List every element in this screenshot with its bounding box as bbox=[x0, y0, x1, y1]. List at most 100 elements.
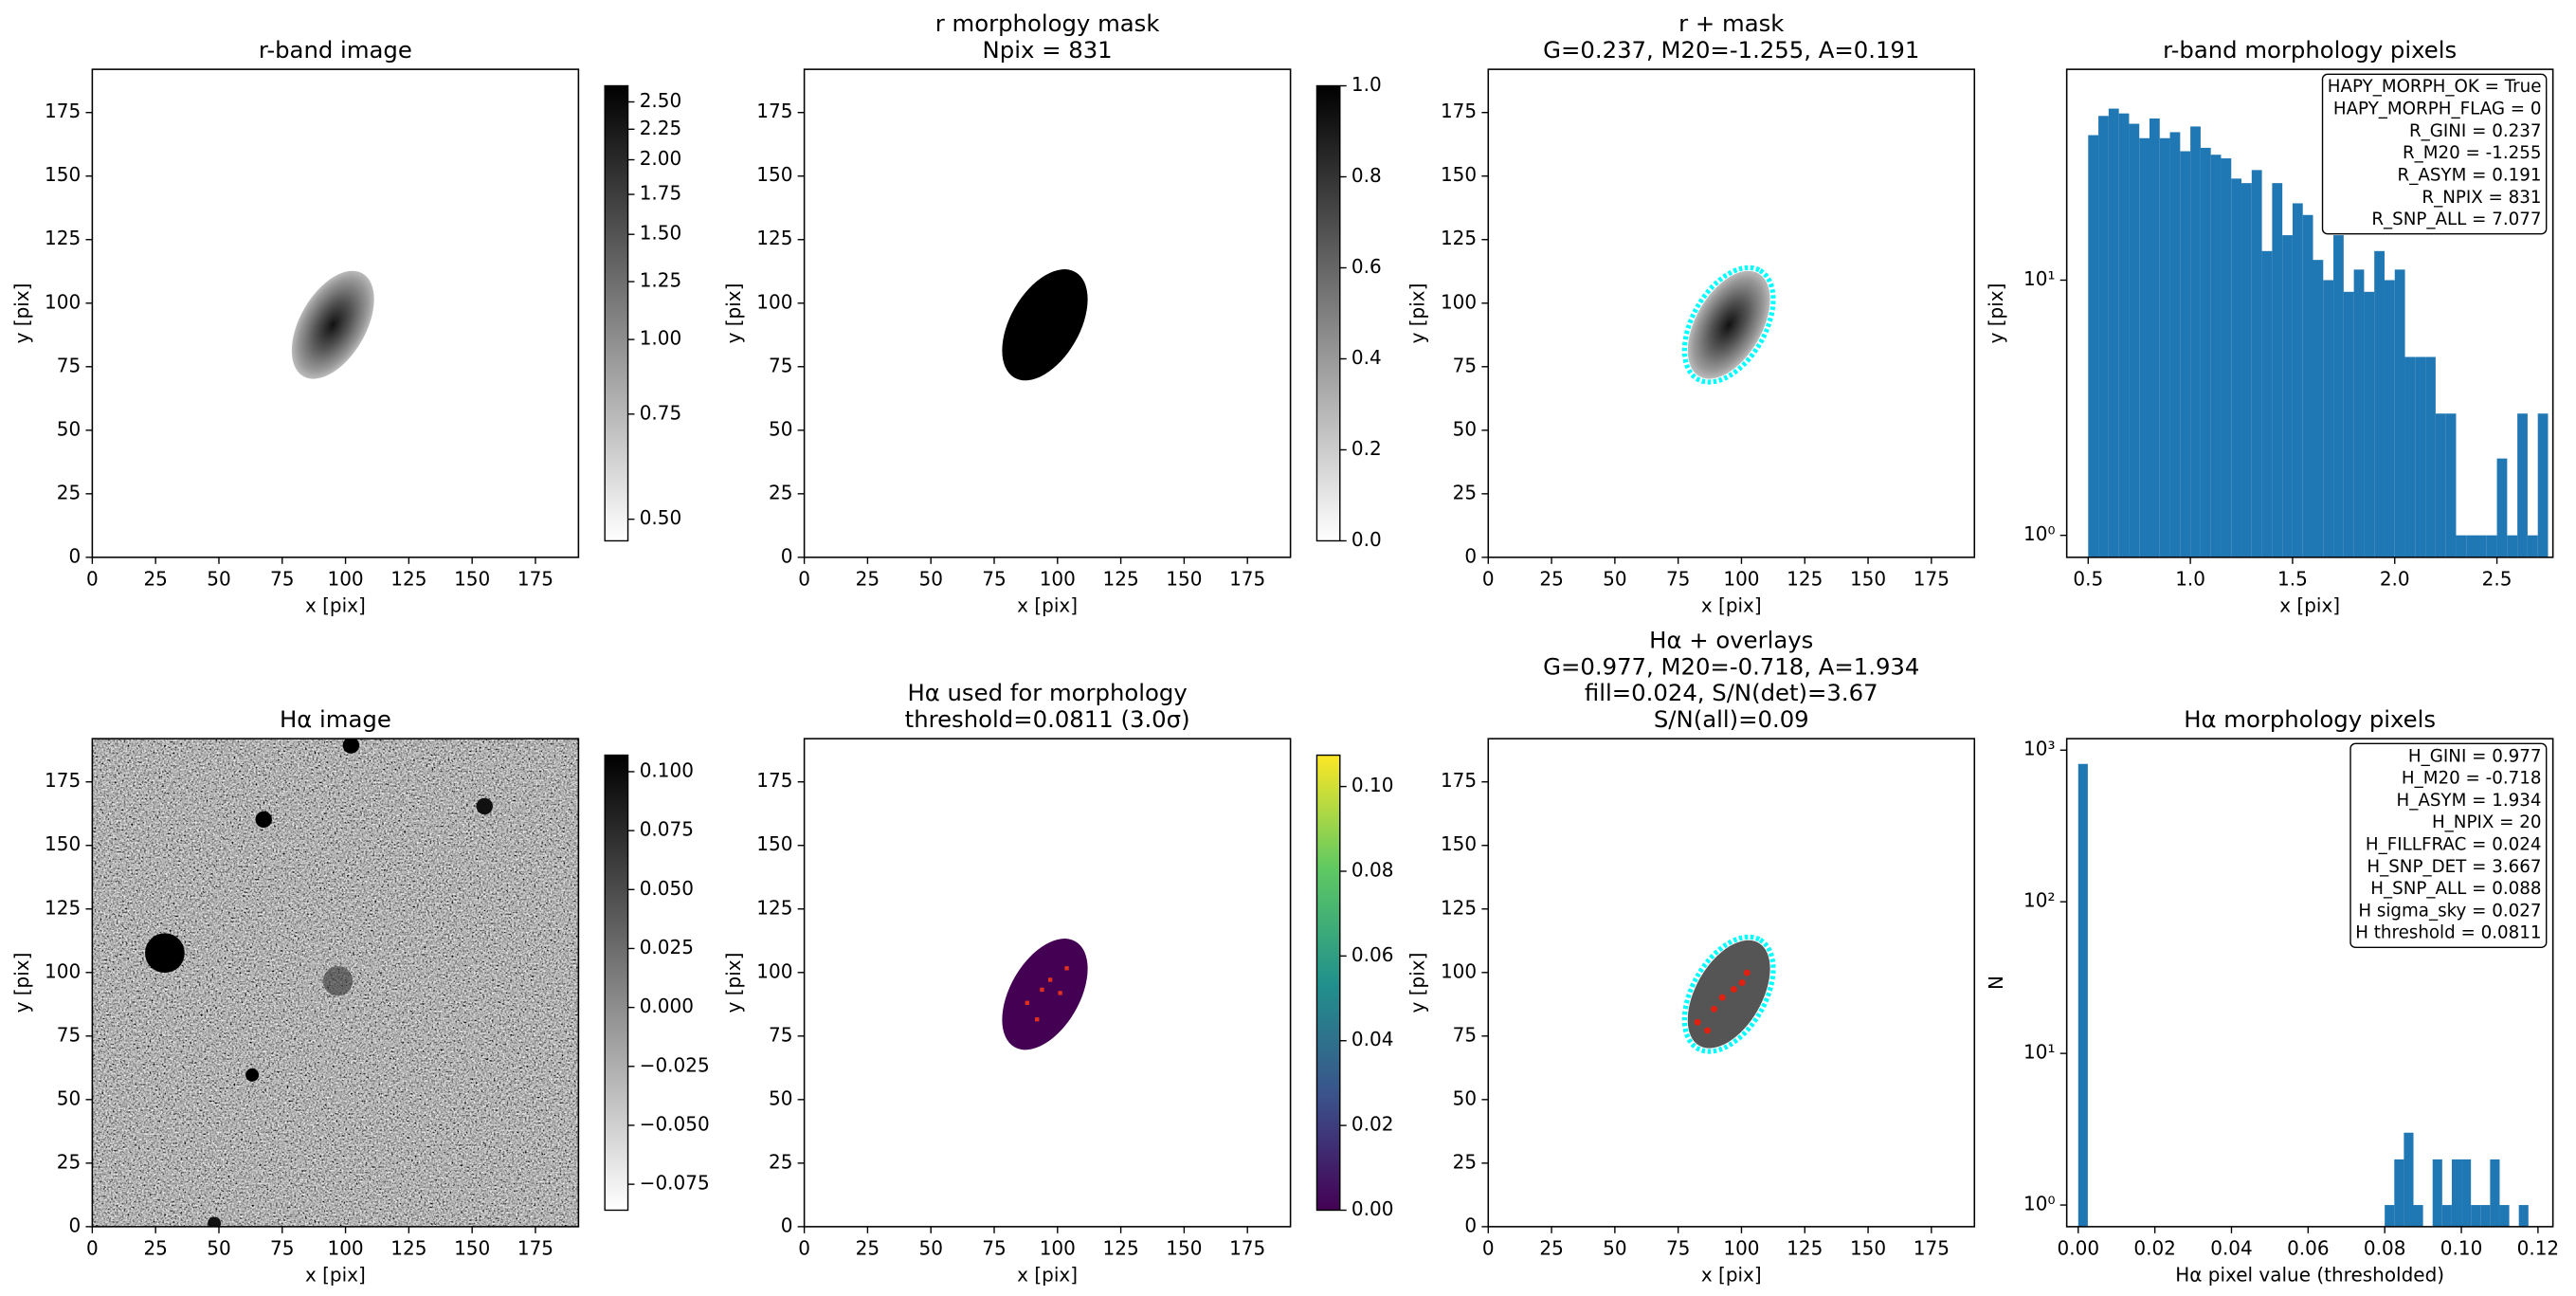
galaxy-image bbox=[1687, 270, 1770, 379]
x-tick-label: 150 bbox=[454, 568, 490, 591]
y-tick-label: 75 bbox=[57, 1023, 81, 1046]
histogram-bar bbox=[2200, 147, 2211, 557]
axes-frame bbox=[2065, 68, 2554, 558]
x-tick-label: 1.0 bbox=[2175, 568, 2205, 591]
annotation-text: HAPY_MORPH_OK = True bbox=[2328, 77, 2542, 97]
colorbar-tick-label: 1.00 bbox=[640, 327, 682, 350]
y-tick-label: 50 bbox=[1453, 417, 1477, 440]
annotation-box bbox=[2349, 742, 2548, 948]
x-tick-label: 75 bbox=[982, 1237, 1006, 1260]
x-tick-label: 0 bbox=[798, 1237, 810, 1260]
y-tick-label: 10⁰ bbox=[2023, 1193, 2055, 1215]
histogram-bar bbox=[2098, 116, 2109, 557]
histogram-bar bbox=[2404, 1132, 2414, 1227]
histogram-bar bbox=[2343, 291, 2354, 557]
x-tick-label: 175 bbox=[1229, 568, 1265, 591]
y-axis-label: y [pix] bbox=[1406, 953, 1429, 1013]
colorbar-tick-label: 1.0 bbox=[1351, 73, 1382, 96]
x-tick-label: 150 bbox=[1166, 568, 1202, 591]
axes-frame bbox=[803, 68, 1292, 558]
y-tick-label: 25 bbox=[57, 1150, 81, 1173]
histogram-bar bbox=[2231, 178, 2242, 557]
x-axis-label: x [pix] bbox=[2279, 594, 2340, 617]
histogram-bar bbox=[2108, 108, 2119, 557]
colorbar-tick-label: 0.075 bbox=[640, 818, 694, 841]
y-tick-label: 125 bbox=[756, 896, 792, 919]
colorbar-tick-label: 2.50 bbox=[640, 89, 682, 112]
y-axis-label: y [pix] bbox=[1406, 283, 1429, 344]
y-tick-label: 100 bbox=[1441, 959, 1477, 982]
annotation-text: H_FILLFRAC = 0.024 bbox=[2366, 834, 2542, 854]
axes-frame bbox=[1487, 68, 1976, 558]
x-tick-label: 0.06 bbox=[2287, 1237, 2330, 1260]
histogram-bar bbox=[2435, 413, 2446, 557]
panel-title: G=0.977, M20=-0.718, A=1.934 bbox=[1543, 652, 1919, 680]
histogram-bar bbox=[2159, 137, 2170, 557]
histogram-bar bbox=[2313, 260, 2324, 557]
colorbar-tick-label: 0.02 bbox=[1351, 1113, 1394, 1136]
panel-title: Npix = 831 bbox=[983, 36, 1113, 64]
y-tick-label: 50 bbox=[769, 417, 792, 440]
source bbox=[145, 933, 185, 974]
y-tick-label: 150 bbox=[1441, 163, 1477, 186]
colorbar-tick-label: 0.8 bbox=[1351, 164, 1382, 187]
y-tick-label: 125 bbox=[45, 227, 81, 249]
x-tick-label: 100 bbox=[327, 1237, 363, 1260]
x-tick-label: 1.5 bbox=[2277, 568, 2308, 591]
y-axis-label: y [pix] bbox=[722, 283, 745, 344]
x-tick-label: 150 bbox=[454, 1237, 490, 1260]
x-tick-label: 125 bbox=[1787, 568, 1823, 591]
x-tick-label: 125 bbox=[1103, 1237, 1139, 1260]
x-tick-label: 25 bbox=[143, 568, 167, 591]
annotation-text: HAPY_MORPH_FLAG = 0 bbox=[2333, 100, 2542, 119]
colorbar-tick-label: 0.06 bbox=[1351, 943, 1394, 966]
y-axis-label: y [pix] bbox=[10, 953, 33, 1013]
y-tick-label: 25 bbox=[57, 481, 81, 503]
source bbox=[476, 797, 493, 815]
x-tick-label: 0.12 bbox=[2517, 1237, 2560, 1260]
annotation-box bbox=[2321, 73, 2548, 235]
x-tick-label: 125 bbox=[1787, 1237, 1823, 1260]
bright-pixels bbox=[1025, 966, 1069, 1022]
y-tick-label: 10¹ bbox=[2023, 267, 2055, 290]
y-tick-label: 175 bbox=[45, 100, 81, 122]
x-tick-label: 0 bbox=[86, 1237, 99, 1260]
histogram-bar bbox=[2221, 158, 2232, 557]
histogram-bar bbox=[2129, 123, 2140, 557]
y-tick-label: 100 bbox=[756, 290, 792, 313]
y-tick-label: 50 bbox=[769, 1086, 792, 1109]
y-tick-label: 0 bbox=[1464, 1214, 1477, 1236]
annotation-text: H_NPIX = 20 bbox=[2432, 812, 2542, 832]
annotation-text: R_ASYM = 0.191 bbox=[2398, 165, 2542, 185]
y-tick-label: 75 bbox=[1453, 1023, 1477, 1046]
x-tick-label: 2.5 bbox=[2482, 568, 2513, 591]
colorbar-tick-label: 0.0 bbox=[1351, 528, 1382, 551]
y-tick-label: 10² bbox=[2023, 889, 2055, 912]
histogram-bar bbox=[2445, 413, 2457, 557]
y-tick-label: 175 bbox=[45, 769, 81, 792]
annotation-text: H_GINI = 0.977 bbox=[2408, 746, 2542, 766]
halpha-image bbox=[92, 739, 579, 1227]
colorbar-tick-label: 0.08 bbox=[1351, 858, 1394, 881]
x-tick-label: 25 bbox=[1539, 1237, 1563, 1260]
x-tick-label: 150 bbox=[1850, 568, 1886, 591]
histogram-bar bbox=[2461, 1159, 2472, 1227]
y-tick-label: 0 bbox=[68, 544, 81, 567]
colorbar bbox=[1315, 754, 1341, 1212]
panel-title: r-band morphology pixels bbox=[2163, 36, 2457, 64]
x-tick-label: 100 bbox=[327, 568, 363, 591]
y-tick-label: 0 bbox=[781, 544, 793, 567]
histogram-bar bbox=[2210, 155, 2222, 557]
annotation-text: H_SNP_ALL = 0.088 bbox=[2370, 879, 2541, 899]
x-tick-label: 25 bbox=[1539, 568, 1563, 591]
x-tick-label: 175 bbox=[1914, 1237, 1950, 1260]
histogram-bar bbox=[2476, 535, 2487, 557]
annotation-text: R_NPIX = 831 bbox=[2422, 188, 2541, 208]
x-tick-label: 0.02 bbox=[2133, 1237, 2176, 1260]
x-tick-label: 75 bbox=[982, 568, 1006, 591]
x-tick-label: 150 bbox=[1166, 1237, 1202, 1260]
panel-title: Hα used for morphology bbox=[907, 679, 1187, 706]
y-axis-label: y [pix] bbox=[10, 283, 33, 344]
x-tick-label: 0 bbox=[1482, 568, 1495, 591]
